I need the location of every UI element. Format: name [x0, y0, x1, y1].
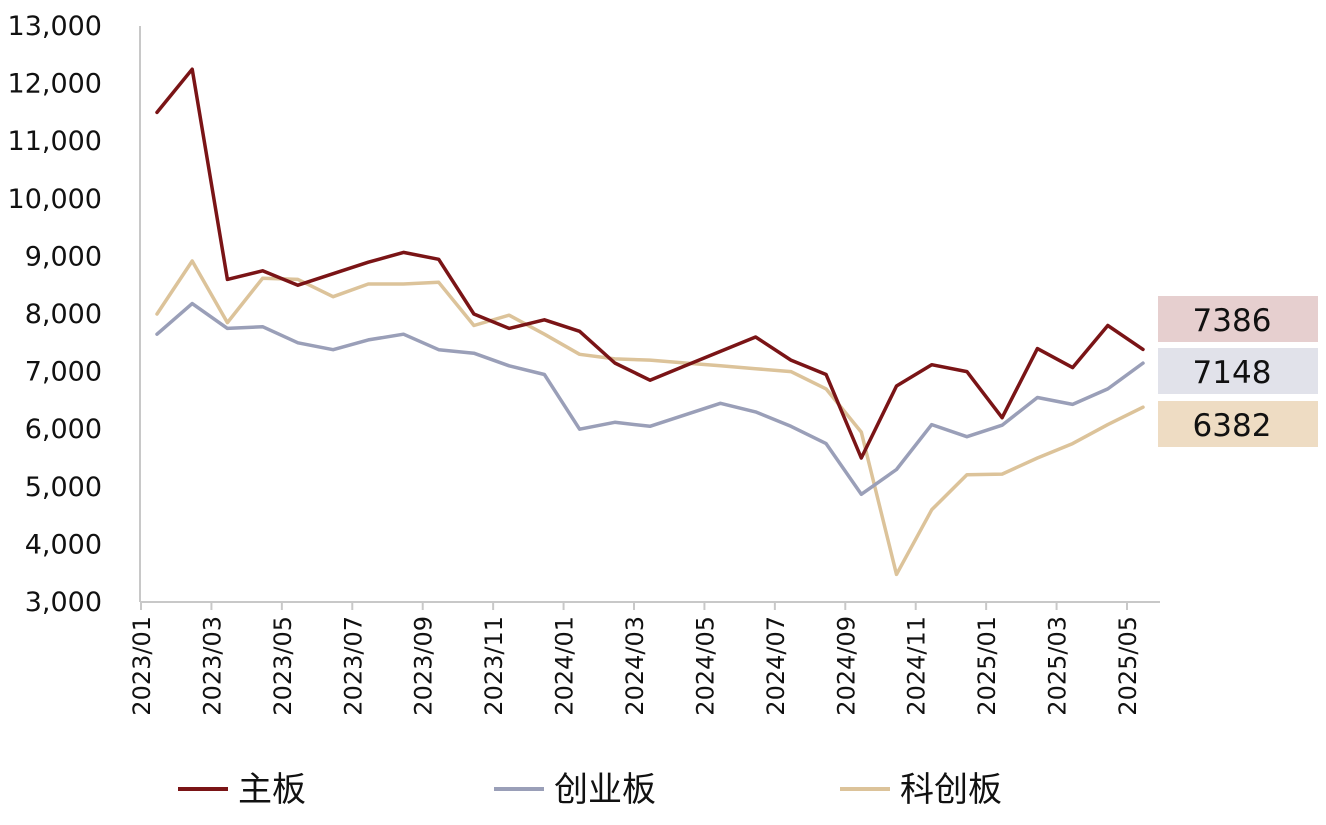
x-tick-label: 2024/07	[762, 616, 790, 716]
series-line-0	[155, 67, 1145, 460]
x-tick-label: 2023/01	[128, 616, 156, 716]
x-tick-label: 2024/05	[691, 616, 719, 716]
end-label-0: 7386	[1158, 296, 1318, 342]
x-tick-label: 2024/01	[551, 616, 579, 716]
end-label-box	[1158, 348, 1318, 394]
x-tick-label: 2023/05	[269, 616, 297, 716]
legend-item-1: 创业板	[494, 770, 656, 810]
y-tick-label: 5,000	[25, 472, 102, 503]
y-tick-label: 10,000	[8, 184, 102, 215]
legend-label: 创业板	[554, 770, 656, 810]
y-tick-label: 6,000	[25, 414, 102, 445]
legend-label: 科创板	[900, 770, 1002, 810]
x-tick-label: 2023/11	[480, 616, 508, 716]
x-tick-label: 2024/11	[903, 616, 931, 716]
y-tick-label: 12,000	[8, 69, 102, 100]
y-tick-label: 7,000	[25, 357, 102, 388]
x-tick-label: 2025/03	[1044, 616, 1072, 716]
y-tick-label: 4,000	[25, 529, 102, 560]
end-label-value: 7148	[1193, 355, 1272, 391]
end-label-value: 7386	[1193, 303, 1272, 339]
legend-item-0: 主板	[178, 770, 306, 810]
x-tick-label: 2023/07	[339, 616, 367, 716]
series-line-2	[155, 259, 1145, 577]
end-value-labels: 7386 7148 6382	[1158, 296, 1318, 447]
series-lines	[155, 67, 1145, 577]
y-tick-label: 3,000	[25, 587, 102, 618]
end-label-box	[1158, 296, 1318, 342]
end-label-value: 6382	[1193, 408, 1272, 444]
end-label-1: 7148	[1158, 348, 1318, 394]
y-tick-label: 11,000	[8, 126, 102, 157]
y-tick-label: 9,000	[25, 241, 102, 272]
end-label-box	[1158, 401, 1318, 447]
legend-label: 主板	[238, 770, 306, 810]
legend-item-2: 科创板	[840, 770, 1002, 810]
legend: 主板 创业板 科创板	[178, 770, 1002, 810]
x-tick-label: 2025/01	[973, 616, 1001, 716]
y-axis: 3,000 4,000 5,000 6,000 7,000 8,000 9,000 10,00…	[8, 11, 141, 618]
x-tick-label: 2023/03	[198, 616, 226, 716]
x-axis: 2023/01 2023/03 2023/05 2023/07 2023/09 2023/…	[128, 601, 1160, 716]
x-tick-label: 2025/05	[1114, 616, 1142, 716]
y-tick-label: 13,000	[8, 11, 102, 42]
x-tick-label: 2023/09	[410, 616, 438, 716]
end-label-2: 6382	[1158, 401, 1318, 447]
series-line-1	[155, 301, 1145, 497]
x-tick-label: 2024/09	[832, 616, 860, 716]
x-tick-label: 2024/03	[621, 616, 649, 716]
y-tick-label: 8,000	[25, 299, 102, 330]
